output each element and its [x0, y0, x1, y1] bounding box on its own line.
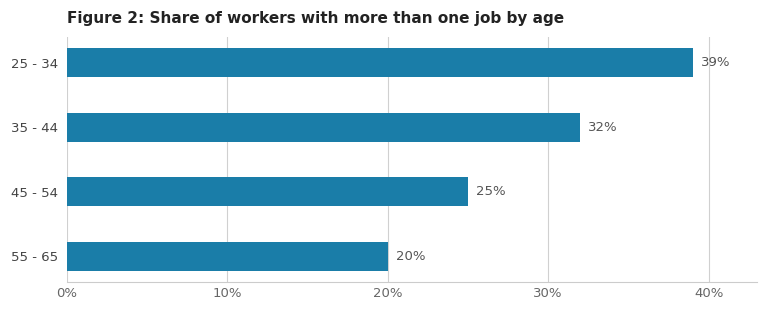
Text: 20%: 20%: [396, 250, 425, 263]
Text: 39%: 39%: [700, 56, 730, 69]
Bar: [67, 177, 468, 206]
Bar: [67, 242, 388, 271]
Text: Figure 2: Share of workers with more than one job by age: Figure 2: Share of workers with more tha…: [67, 11, 564, 26]
Text: 32%: 32%: [588, 121, 618, 134]
Bar: [67, 113, 581, 142]
Text: 25%: 25%: [476, 185, 505, 198]
Bar: [67, 48, 693, 77]
